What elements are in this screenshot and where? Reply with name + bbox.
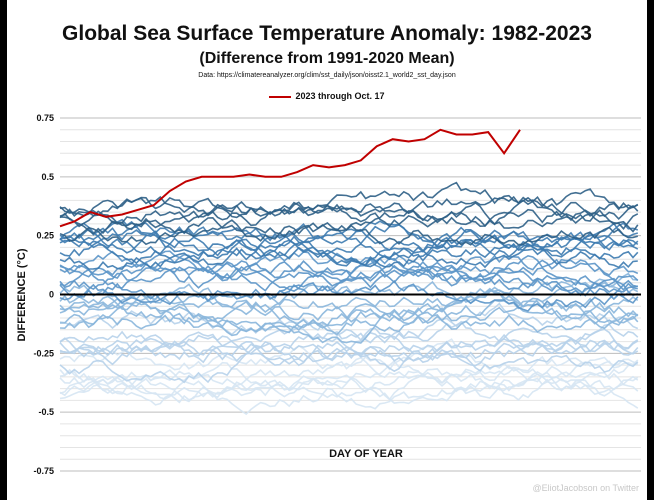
- y-tick-label: 0.25: [36, 231, 54, 241]
- legend-label: 2023 through Oct. 17: [295, 91, 385, 101]
- data-source: Data: https://climatereanalyzer.org/clim…: [198, 72, 456, 79]
- legend-swatch: [269, 95, 292, 98]
- historical-year-line: [59, 339, 639, 373]
- historical-year-line: [59, 326, 639, 359]
- historical-year-line: [59, 195, 639, 235]
- chart-svg: 0.75 0.5 0.25 0 -0.25 -0.5 -0.75 DAY OF YEAR D…: [16, 113, 641, 476]
- historical-year-line: [59, 181, 639, 225]
- historical-year-line: [59, 250, 639, 285]
- historical-year-line: [59, 279, 639, 312]
- historical-year-line: [59, 250, 638, 288]
- historical-year-line: [59, 260, 639, 304]
- series-2023-line: [59, 128, 521, 228]
- historical-year-line: [59, 302, 639, 342]
- historical-year-line: [59, 222, 639, 261]
- historical-year-line: [59, 355, 639, 395]
- y-tick-label: 0.75: [36, 113, 54, 123]
- historical-year-line: [59, 303, 639, 336]
- y-tick-label: 0.5: [41, 172, 54, 182]
- y-tick-label: 0: [49, 290, 54, 300]
- historical-year-line: [59, 246, 638, 270]
- historical-year-line: [59, 376, 639, 416]
- chart-panel: 0.75 0.5 0.25 0 -0.25 -0.5 -0.75 DAY OF YEAR D…: [7, 0, 647, 500]
- credit: @EliotJacobson on Twitter: [532, 483, 639, 493]
- historical-year-line: [59, 226, 639, 268]
- legend: 2023 through Oct. 17: [7, 91, 647, 101]
- y-tick-label: -0.5: [38, 407, 54, 417]
- y-tick-label: -0.25: [33, 348, 54, 358]
- historical-year-line: [59, 375, 639, 410]
- historical-year-line: [59, 194, 639, 219]
- historical-year-line: [59, 317, 639, 366]
- historical-year-line: [59, 201, 639, 235]
- y-tick-label: -0.75: [33, 466, 54, 476]
- x-axis-label: DAY OF YEAR: [329, 448, 403, 460]
- historical-year-line: [59, 306, 638, 344]
- historical-year-line: [59, 359, 639, 398]
- historical-year-line: [59, 218, 639, 250]
- historical-series: [59, 181, 639, 416]
- historical-year-line: [59, 323, 639, 358]
- y-tick-labels: 0.75 0.5 0.25 0 -0.25 -0.5 -0.75: [33, 113, 54, 476]
- chart-title: Global Sea Surface Temperature Anomaly: …: [62, 22, 592, 45]
- y-axis-label: DIFFERENCE (°C): [16, 248, 28, 341]
- chart-subtitle: (Difference from 1991-2020 Mean): [199, 50, 455, 67]
